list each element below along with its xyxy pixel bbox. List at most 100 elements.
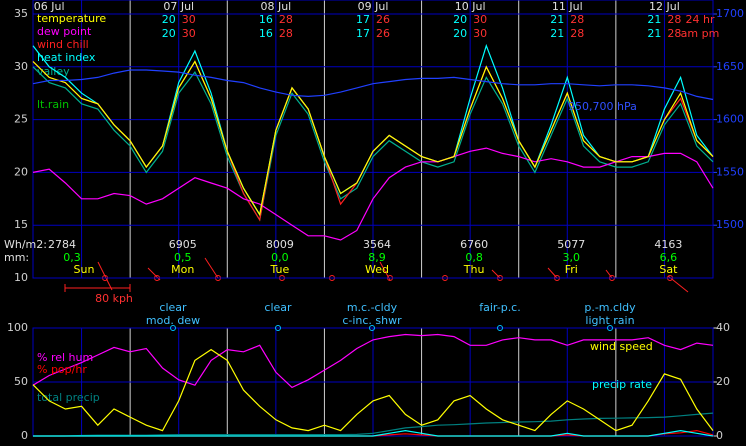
y2-tick-label: 1550 xyxy=(716,165,744,178)
low-temp: 16 xyxy=(259,27,273,40)
rain-mm: 8,9 xyxy=(368,251,386,264)
series-line xyxy=(32,147,714,241)
rain-mm: 0,0 xyxy=(271,251,289,264)
high-temp: 28 xyxy=(570,27,584,40)
row-unit: 24 hr xyxy=(686,13,715,26)
condition: c-inc. shwr xyxy=(342,314,402,327)
y-tick-label: 100 xyxy=(7,321,28,334)
rain-mm: 0,3 xyxy=(63,251,81,264)
high-temp: 30 xyxy=(473,13,487,26)
y-tick-label: 30 xyxy=(14,60,28,73)
rain-mm: 3,0 xyxy=(563,251,581,264)
day-name: Sat xyxy=(659,263,678,276)
plot-frame xyxy=(32,0,714,279)
condition: p.-m.cldy xyxy=(584,301,636,314)
series-line xyxy=(32,69,714,101)
y-tick-label: 50 xyxy=(14,375,28,388)
legend-entry: wind speed xyxy=(590,340,653,353)
series-line xyxy=(32,348,714,432)
day-name: Fri xyxy=(565,263,578,276)
legend-entry: temperature xyxy=(37,12,106,25)
y-tick-label: 20 xyxy=(14,165,28,178)
condition-marker xyxy=(607,325,613,331)
condition: clear xyxy=(264,301,292,314)
high-temp: 30 xyxy=(473,27,487,40)
rain-mm: 0,5 xyxy=(174,251,192,264)
energy: 3564 xyxy=(363,238,391,251)
y2-tick-label: 40 xyxy=(716,321,730,334)
row-unit: am pm xyxy=(681,27,720,40)
condition-marker xyxy=(497,325,503,331)
y-tick-label: 25 xyxy=(14,113,28,126)
y-tick-label: 35 xyxy=(14,7,28,20)
series-line xyxy=(33,429,714,437)
legend-entry: heat index xyxy=(37,51,96,64)
condition-marker xyxy=(369,325,375,331)
y2-tick-label: 1600 xyxy=(716,113,744,126)
x-tick-label: 10 Jul xyxy=(455,0,486,13)
day-name: Tue xyxy=(269,263,289,276)
low-temp: 16 xyxy=(259,13,273,26)
x-tick-label: 11 Jul xyxy=(552,0,583,13)
legend-entry: valley xyxy=(37,65,70,78)
energy: 6905 xyxy=(169,238,197,251)
energy: 8009 xyxy=(266,238,294,251)
y2-tick-label: 1500 xyxy=(716,218,744,231)
high-temp: 28 xyxy=(667,13,681,26)
low-temp: 21 xyxy=(550,27,564,40)
high-temp: 26 xyxy=(376,13,390,26)
low-temp: 21 xyxy=(647,13,661,26)
legend-entry: dew point xyxy=(37,25,92,38)
high-temp: 28 xyxy=(279,27,293,40)
rain-mm: 6,6 xyxy=(660,251,678,264)
low-temp: 20 xyxy=(162,27,176,40)
energy: 4163 xyxy=(654,238,682,251)
y2-tick-label: 1650 xyxy=(716,60,744,73)
low-temp: 21 xyxy=(550,13,564,26)
x-tick-label: 08 Jul xyxy=(260,0,291,13)
legend-entry: total precip xyxy=(37,391,100,404)
low-temp: 20 xyxy=(162,13,176,26)
series-line xyxy=(32,66,714,222)
row-label: mm: xyxy=(4,251,29,264)
high-temp: 30 xyxy=(182,13,196,26)
annotation: lt.rain xyxy=(37,98,69,111)
day-name: Mon xyxy=(171,263,194,276)
series-line xyxy=(33,412,714,437)
x-tick-label: 12 Jul xyxy=(649,0,680,13)
series-line xyxy=(32,333,714,389)
day-name: Wed xyxy=(365,263,389,276)
condition: mod. dew xyxy=(146,314,200,327)
condition: clear xyxy=(159,301,187,314)
low-temp: 20 xyxy=(453,27,467,40)
legend-entry: wind chill xyxy=(37,38,89,51)
high-temp: 28 xyxy=(570,13,584,26)
energy: 5077 xyxy=(557,238,585,251)
legend-entry: % pop/hr xyxy=(37,363,87,376)
x-tick-label: 07 Jul xyxy=(163,0,194,13)
condition-marker xyxy=(170,325,176,331)
high-temp: 28 xyxy=(279,13,293,26)
high-temp: 30 xyxy=(182,27,196,40)
y2-tick-label: 0 xyxy=(716,429,723,442)
low-temp: 17 xyxy=(356,27,370,40)
y-tick-label: 0 xyxy=(21,429,28,442)
y2-tick-label: 1700 xyxy=(716,7,744,20)
high-temp: 28 xyxy=(667,27,681,40)
rain-mm: 0,8 xyxy=(465,251,483,264)
y-tick-label: 15 xyxy=(14,218,28,231)
x-tick-label: 09 Jul xyxy=(358,0,389,13)
wind-scale: 80 kph xyxy=(95,292,133,305)
condition: m.c.-cldy xyxy=(347,301,398,314)
low-temp: 21 xyxy=(647,27,661,40)
series-line xyxy=(32,60,714,217)
y-tick-label: 10 xyxy=(14,271,28,284)
high-temp: 26 xyxy=(376,27,390,40)
condition: light rain xyxy=(585,314,634,327)
energy: 6760 xyxy=(460,238,488,251)
y2-tick-label: 20 xyxy=(716,375,730,388)
day-name: Sun xyxy=(74,263,95,276)
low-temp: 17 xyxy=(356,13,370,26)
low-temp: 20 xyxy=(453,13,467,26)
